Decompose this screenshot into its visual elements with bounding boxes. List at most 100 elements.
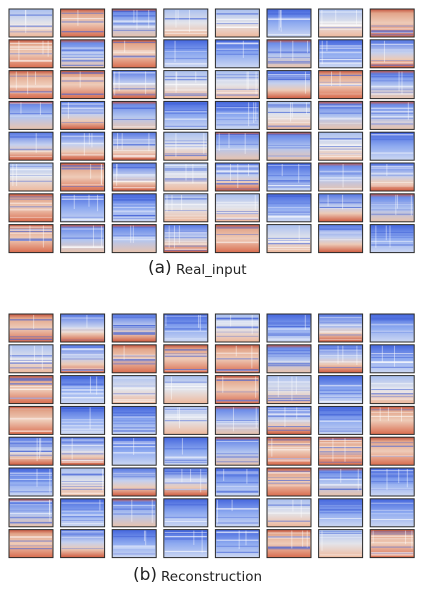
spectrogram-thumbnail bbox=[319, 530, 363, 558]
thumbnail-fill bbox=[267, 9, 311, 37]
spectrogram-thumbnail bbox=[9, 40, 53, 68]
thumbnail-fill bbox=[61, 530, 105, 558]
spectrogram-thumbnail bbox=[9, 468, 53, 496]
thumbnail-fill bbox=[164, 314, 208, 342]
thumbnail-fill bbox=[215, 530, 259, 558]
spectrogram-thumbnail bbox=[370, 345, 414, 373]
spectrogram-thumbnail bbox=[9, 132, 53, 160]
figure: (a) Real_input (b) Reconstruction bbox=[0, 0, 432, 595]
spectrogram-thumbnail bbox=[267, 40, 311, 68]
thumbnail-fill bbox=[164, 499, 208, 527]
spectrogram-thumbnail bbox=[164, 163, 208, 191]
spectrogram-thumbnail bbox=[215, 194, 259, 222]
spectrogram-thumbnail bbox=[319, 468, 363, 496]
spectrogram-thumbnail bbox=[370, 194, 414, 222]
spectrogram-thumbnail bbox=[319, 40, 363, 68]
spectrogram-thumbnail bbox=[319, 163, 363, 191]
spectrogram-thumbnail bbox=[9, 406, 53, 434]
spectrogram-thumbnail bbox=[267, 345, 311, 373]
panel-tag: (a) bbox=[148, 258, 172, 278]
spectrogram-thumbnail bbox=[370, 71, 414, 99]
panel-caption: Real_input bbox=[176, 262, 247, 278]
spectrogram-thumbnail bbox=[61, 194, 105, 222]
spectrogram-thumbnail bbox=[319, 101, 363, 129]
spectrogram-thumbnail bbox=[267, 225, 311, 253]
spectrogram-thumbnail bbox=[370, 101, 414, 129]
spectrogram-thumbnail bbox=[164, 499, 208, 527]
thumbnail-fill bbox=[267, 345, 311, 373]
spectrogram-thumbnail bbox=[61, 314, 105, 342]
spectrogram-thumbnail bbox=[9, 9, 53, 37]
spectrogram-thumbnail bbox=[370, 9, 414, 37]
spectrogram-thumbnail bbox=[9, 163, 53, 191]
spectrogram-thumbnail bbox=[112, 132, 156, 160]
thumbnail-fill bbox=[112, 468, 156, 496]
spectrogram-thumbnail bbox=[9, 499, 53, 527]
spectrogram-thumbnail bbox=[112, 499, 156, 527]
thumbnail-fill bbox=[164, 345, 208, 373]
spectrogram-thumbnail bbox=[164, 40, 208, 68]
spectrogram-thumbnail bbox=[267, 530, 311, 558]
spectrogram-thumbnail bbox=[61, 163, 105, 191]
spectrogram-thumbnail bbox=[267, 468, 311, 496]
spectrogram-thumbnail bbox=[267, 406, 311, 434]
thumbnail-fill bbox=[9, 314, 53, 342]
spectrogram-thumbnail bbox=[112, 345, 156, 373]
spectrogram-thumbnail bbox=[164, 376, 208, 404]
spectrogram-thumbnail bbox=[215, 499, 259, 527]
spectrogram-thumbnail bbox=[215, 406, 259, 434]
thumbnail-fill bbox=[9, 345, 53, 373]
thumbnail-fill bbox=[319, 163, 363, 191]
spectrogram-thumbnail bbox=[164, 71, 208, 99]
thumbnail-fill bbox=[370, 406, 414, 434]
thumbnail-fill bbox=[164, 101, 208, 129]
thumbnail-fill bbox=[112, 225, 156, 253]
spectrogram-thumbnail bbox=[164, 225, 208, 253]
thumbnail-fill bbox=[267, 530, 311, 558]
spectrogram-thumbnail bbox=[112, 9, 156, 37]
spectrogram-thumbnail bbox=[370, 530, 414, 558]
spectrogram-thumbnail bbox=[319, 132, 363, 160]
spectrogram-thumbnail bbox=[61, 132, 105, 160]
spectrogram-thumbnail bbox=[112, 406, 156, 434]
spectrogram-thumbnail bbox=[9, 530, 53, 558]
spectrogram-thumbnail bbox=[112, 40, 156, 68]
spectrogram-thumbnail bbox=[61, 437, 105, 465]
spectrogram-thumbnail bbox=[370, 437, 414, 465]
spectrogram-thumbnail bbox=[319, 376, 363, 404]
spectrogram-thumbnail bbox=[112, 376, 156, 404]
panel-caption: Reconstruction bbox=[161, 569, 262, 585]
spectrogram-thumbnail bbox=[164, 194, 208, 222]
page: (a) Real_input (b) Reconstruction (() =>… bbox=[0, 0, 432, 595]
thumbnail-fill bbox=[9, 71, 53, 99]
spectrogram-thumbnail bbox=[319, 345, 363, 373]
spectrogram-thumbnail bbox=[267, 376, 311, 404]
thumbnail-fill bbox=[61, 101, 105, 129]
spectrogram-thumbnail bbox=[370, 406, 414, 434]
spectrogram-thumbnail bbox=[370, 314, 414, 342]
thumbnail-fill bbox=[9, 406, 53, 434]
spectrogram-thumbnail bbox=[61, 376, 105, 404]
spectrogram-thumbnail bbox=[267, 499, 311, 527]
thumbnail-fill bbox=[164, 437, 208, 465]
thumbnail-fill bbox=[319, 376, 363, 404]
spectrogram-thumbnail bbox=[370, 499, 414, 527]
spectrogram-thumbnail bbox=[215, 225, 259, 253]
spectrogram-thumbnail bbox=[267, 132, 311, 160]
spectrogram-thumbnail bbox=[319, 499, 363, 527]
thumbnail-fill bbox=[164, 225, 208, 253]
spectrogram-thumbnail bbox=[319, 406, 363, 434]
spectrogram-thumbnail bbox=[112, 71, 156, 99]
spectrogram-thumbnail bbox=[112, 314, 156, 342]
thumbnail-fill bbox=[164, 9, 208, 37]
spectrogram-thumbnail bbox=[319, 9, 363, 37]
spectrogram-thumbnail bbox=[61, 406, 105, 434]
thumbnail-fill bbox=[319, 9, 363, 37]
spectrogram-thumbnail bbox=[9, 376, 53, 404]
spectrogram-thumbnail bbox=[319, 71, 363, 99]
spectrogram-thumbnail bbox=[9, 345, 53, 373]
spectrogram-thumbnail bbox=[215, 40, 259, 68]
spectrogram-thumbnail bbox=[61, 499, 105, 527]
spectrogram-thumbnail bbox=[215, 9, 259, 37]
thumbnail-fill bbox=[112, 406, 156, 434]
